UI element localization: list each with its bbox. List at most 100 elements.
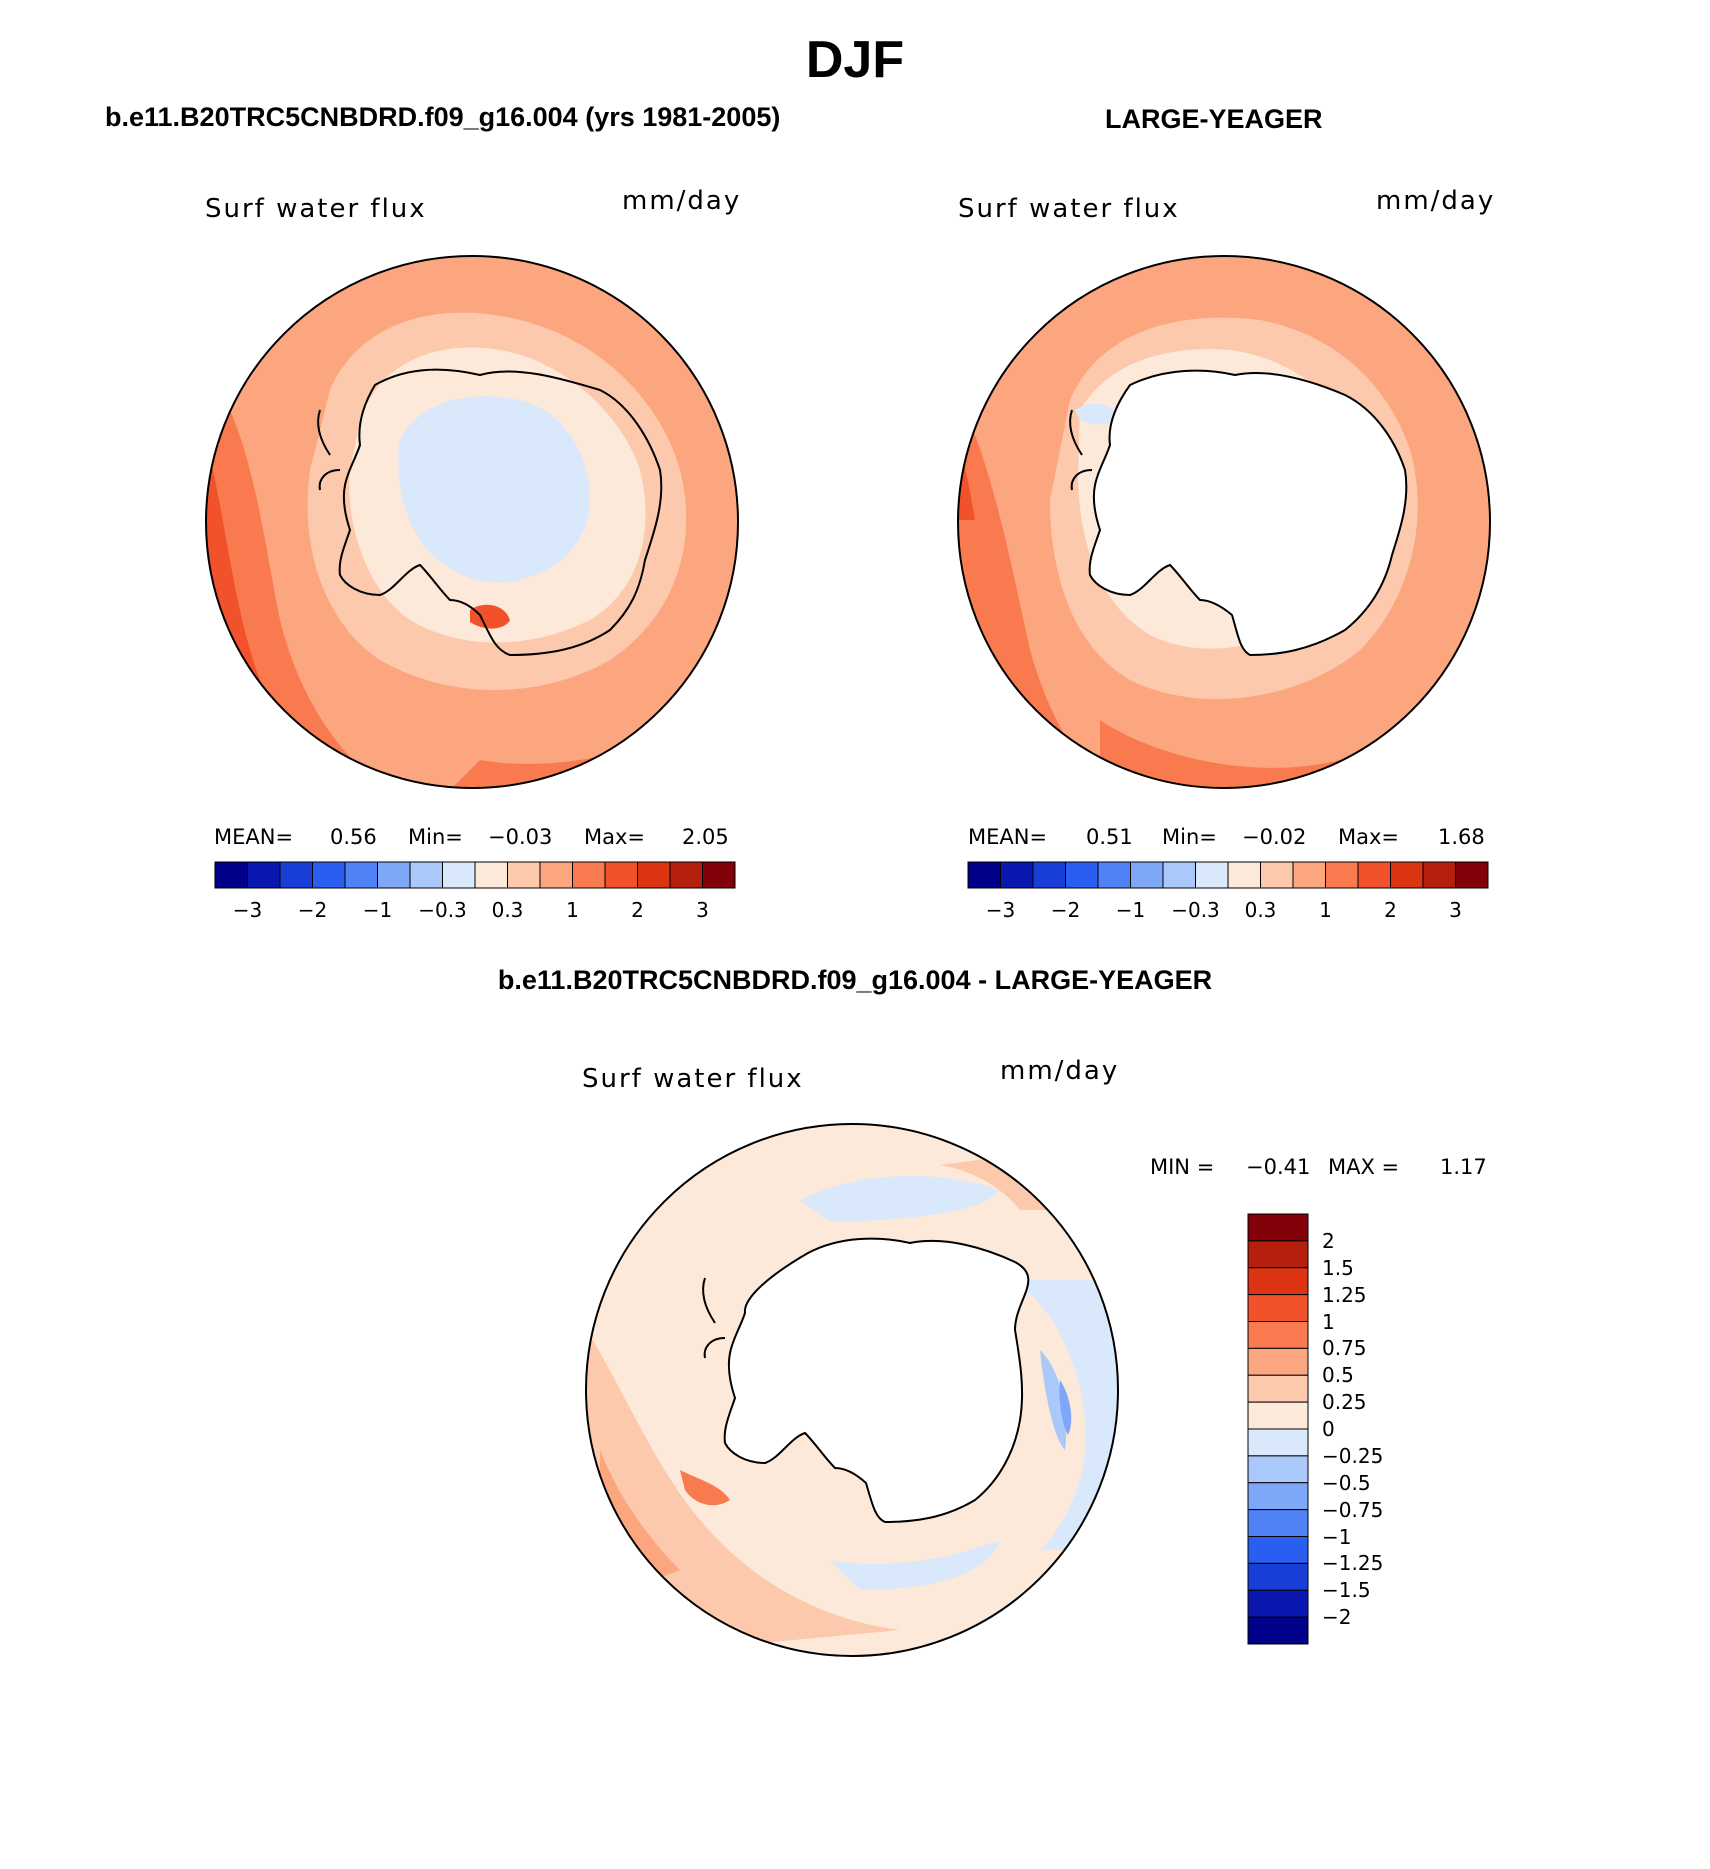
- colorbar-tick-label: −2: [297, 898, 328, 922]
- page-title: DJF: [805, 31, 905, 89]
- colorbar-swatch: [1247, 1213, 1309, 1242]
- colorbar-swatch: [967, 861, 1001, 889]
- map-fill-orange: [680, 1470, 730, 1506]
- obs-max-value: 1.68: [1438, 825, 1485, 849]
- map-boundary: [205, 255, 739, 789]
- colorbar-tick-label: −1: [362, 898, 393, 922]
- map-fill-light-blue: [398, 396, 590, 583]
- map-fill-red-orange: [470, 604, 510, 629]
- colorbar-tick-label: 1.5: [1322, 1255, 1354, 1280]
- colorbar-swatch: [1247, 1589, 1309, 1618]
- model-max-value: 2.05: [682, 825, 729, 849]
- colorbar-swatch: [377, 861, 411, 889]
- colorbar-swatch: [637, 861, 671, 889]
- diff-colorbar: [1247, 1213, 1309, 1645]
- model-min-label: Min=: [408, 825, 463, 849]
- map-fill-light-blue: [1010, 1280, 1118, 1550]
- diff-min-value: −0.41: [1246, 1155, 1311, 1179]
- colorbar-tick-label: −2: [1322, 1605, 1352, 1630]
- colorbar-swatch: [1357, 861, 1391, 889]
- colorbar-swatch: [1455, 861, 1489, 889]
- colorbar-tick-label: 2: [1384, 898, 1397, 922]
- obs-mean-value: 0.51: [1086, 825, 1133, 849]
- colorbar-tick-label: 2: [1322, 1228, 1335, 1253]
- colorbar-swatch: [409, 861, 443, 889]
- colorbar-swatch: [474, 861, 508, 889]
- peninsula-outline: [317, 409, 341, 491]
- map-fill-light-blue: [1075, 403, 1120, 425]
- map-fill-light-blue: [830, 1540, 1000, 1590]
- model-panel-title: b.e11.B20TRC5CNBDRD.f09_g16.004 (yrs 198…: [105, 102, 781, 132]
- colorbar-swatch: [702, 861, 736, 889]
- obs-units-label: mm/day: [1376, 186, 1496, 216]
- model-mean-label: MEAN=: [214, 825, 294, 849]
- peninsula-outline: [702, 1277, 726, 1359]
- map-fill-mid-blue: [1059, 1380, 1072, 1435]
- obs-colorbar: [967, 861, 1489, 889]
- peninsula-outline: [1069, 409, 1093, 491]
- colorbar-swatch: [507, 861, 541, 889]
- colorbar-tick-label: 0.75: [1322, 1336, 1367, 1361]
- colorbar-swatch: [312, 861, 346, 889]
- colorbar-swatch: [1162, 861, 1196, 889]
- colorbar-swatch: [1247, 1347, 1309, 1376]
- colorbar-swatch: [1260, 861, 1294, 889]
- diff-max-label: MAX =: [1328, 1155, 1400, 1179]
- colorbar-swatch: [1247, 1428, 1309, 1457]
- colorbar-swatch: [1390, 861, 1424, 889]
- colorbar-tick-label: −0.25: [1322, 1443, 1384, 1468]
- colorbar-swatch: [214, 861, 248, 889]
- model-variable-label: Surf water flux: [205, 194, 427, 224]
- diff-max-value: 1.17: [1440, 1155, 1487, 1179]
- colorbar-tick-label: 1: [1322, 1309, 1335, 1334]
- colorbar-swatch: [279, 861, 313, 889]
- colorbar-tick-label: 2: [631, 898, 644, 922]
- model-max-label: Max=: [584, 825, 646, 849]
- colorbar-swatch: [1247, 1267, 1309, 1296]
- obs-max-label: Max=: [1338, 825, 1400, 849]
- colorbar-tick-label: −0.75: [1322, 1497, 1384, 1522]
- colorbar-swatch: [1247, 1455, 1309, 1484]
- colorbar-tick-label: 0.3: [491, 898, 524, 922]
- colorbar-swatch: [1065, 861, 1099, 889]
- model-min-value: −0.03: [488, 825, 553, 849]
- colorbar-tick-label: −3: [232, 898, 263, 922]
- obs-panel-title: LARGE-YEAGER: [1105, 104, 1323, 134]
- colorbar-tick-label: −0.5: [1322, 1470, 1371, 1495]
- colorbar-swatch: [539, 861, 573, 889]
- model-units-label: mm/day: [622, 186, 742, 216]
- colorbar-tick-label: −2: [1050, 898, 1081, 922]
- obs-min-value: −0.02: [1242, 825, 1307, 849]
- antarctica-coastline: [1088, 369, 1408, 657]
- colorbar-swatch: [1247, 1562, 1309, 1591]
- antarctica-coastline: [723, 1237, 1030, 1524]
- map-boundary: [585, 1123, 1119, 1657]
- diff-panel-title: b.e11.B20TRC5CNBDRD.f09_g16.004 - LARGE-…: [497, 965, 1213, 995]
- colorbar-swatch: [1247, 1294, 1309, 1322]
- colorbar-swatch: [1195, 861, 1229, 889]
- colorbar-swatch: [1247, 1374, 1309, 1403]
- colorbar-swatch: [1247, 1240, 1309, 1269]
- colorbar-tick-label: 1: [566, 898, 579, 922]
- model-polar-map: [205, 255, 739, 789]
- diff-variable-label: Surf water flux: [582, 1064, 804, 1094]
- colorbar-swatch: [1247, 1536, 1309, 1564]
- colorbar-swatch: [604, 861, 638, 889]
- colorbar-tick-label: 3: [696, 898, 709, 922]
- diff-units-label: mm/day: [1000, 1056, 1120, 1086]
- colorbar-tick-label: 0: [1322, 1417, 1335, 1441]
- colorbar-swatch: [1000, 861, 1034, 889]
- colorbar-swatch: [1247, 1509, 1309, 1537]
- colorbar-swatch: [1130, 861, 1164, 889]
- colorbar-swatch: [1422, 861, 1456, 889]
- colorbar-swatch: [1247, 1401, 1309, 1430]
- map-fill-blue: [1040, 1350, 1067, 1450]
- colorbar-swatch: [669, 861, 703, 889]
- colorbar-tick-label: 3: [1449, 898, 1462, 922]
- colorbar-swatch: [1097, 861, 1131, 889]
- model-colorbar: [214, 861, 736, 889]
- colorbar-tick-label: 1.25: [1322, 1282, 1367, 1307]
- antarctica-coastline: [338, 368, 663, 657]
- colorbar-swatch: [572, 861, 606, 889]
- map-fill-light-blue: [800, 1176, 1000, 1222]
